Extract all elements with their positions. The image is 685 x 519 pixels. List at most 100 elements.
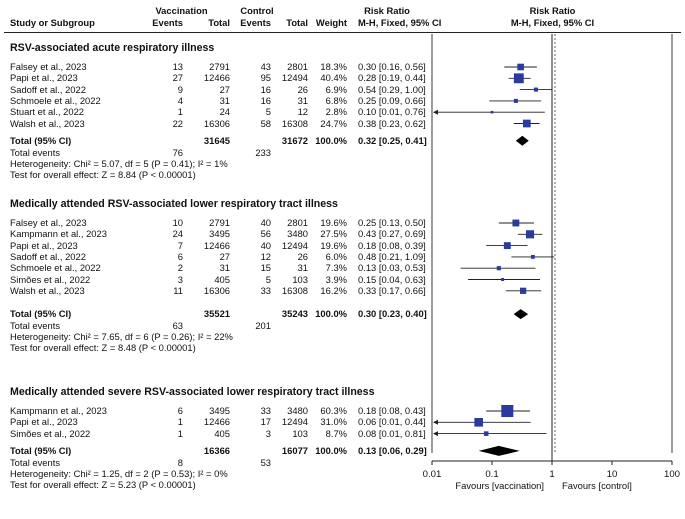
study-marker — [501, 404, 514, 418]
header-ctrl-events: Events — [240, 17, 271, 28]
vacc-events: 7 — [177, 239, 183, 251]
study-marker — [519, 287, 527, 294]
study-name: Falsey et al., 2023 — [10, 217, 87, 228]
study-name: Papi et al., 2023 — [10, 72, 78, 84]
vacc-total: 31 — [219, 94, 230, 106]
overall-effect: Test for overall effect: Z = 8.84 (P < 0… — [10, 168, 196, 180]
ctrl-total: 12 — [297, 106, 308, 118]
risk-ratio-ci: 0.28 [0.19, 0.44] — [358, 72, 426, 84]
vacc-events: 1 — [177, 416, 183, 428]
weight: 27.5% — [320, 228, 347, 240]
vacc-events: 1 — [177, 106, 183, 118]
study-marker — [512, 219, 520, 227]
total-weight: 100.0% — [315, 308, 347, 320]
vacc-events: 4 — [177, 94, 183, 106]
study-marker — [496, 266, 501, 271]
ctrl-total: 2801 — [287, 61, 308, 72]
risk-ratio-ci: 0.25 [0.09, 0.66] — [358, 94, 426, 106]
weight: 40.4% — [320, 72, 347, 84]
study-name: Schmoele et al., 2022 — [10, 262, 101, 274]
total-ci: 0.13 [0.06, 0.29] — [358, 444, 427, 456]
vacc-total: 31 — [219, 262, 230, 274]
weight: 31.0% — [320, 416, 347, 428]
risk-ratio-ci: 0.06 [0.01, 0.44] — [358, 416, 426, 428]
vacc-total: 2791 — [209, 217, 230, 228]
study-name: Papi et al., 2023 — [10, 416, 78, 428]
study-marker — [513, 98, 518, 103]
weight: 2.8% — [325, 106, 347, 118]
overall-effect: Test for overall effect: Z = 5.23 (P < 0… — [10, 478, 196, 490]
total-events-vacc: 63 — [172, 320, 183, 332]
study-name: Sadoff et al., 2022 — [10, 83, 86, 95]
total-ctrl: 35243 — [281, 308, 308, 320]
weight: 7.3% — [325, 262, 347, 274]
ctrl-total: 16308 — [281, 284, 308, 296]
ctrl-total: 3480 — [287, 228, 308, 240]
ctrl-events: 16 — [260, 94, 271, 106]
header-rule — [4, 32, 681, 33]
risk-ratio-ci: 0.54 [0.29, 1.00] — [358, 83, 426, 95]
risk-ratio-ci: 0.33 [0.17, 0.66] — [358, 284, 426, 296]
total-events-label: Total events — [10, 146, 61, 158]
subgroup-title: Medically attended severe RSV-associated… — [10, 386, 375, 398]
header-vacc-events: Events — [152, 17, 183, 28]
weight: 3.9% — [325, 273, 347, 285]
total-ctrl: 16077 — [281, 444, 308, 456]
weight: 6.0% — [325, 250, 347, 262]
risk-ratio-ci: 0.13 [0.03, 0.53] — [358, 262, 426, 274]
header-rr-method: M-H, Fixed, 95% CI — [358, 17, 442, 28]
weight: 60.3% — [320, 405, 347, 416]
risk-ratio-ci: 0.25 [0.13, 0.50] — [358, 217, 426, 228]
ci-arrow — [433, 431, 438, 437]
total-vacc: 31645 — [203, 134, 230, 146]
vacc-total: 3495 — [209, 228, 230, 240]
risk-ratio-ci: 0.15 [0.04, 0.63] — [358, 273, 426, 285]
risk-ratio-ci: 0.08 [0.01, 0.81] — [358, 427, 426, 439]
header-vaccination: Vaccination — [155, 5, 208, 16]
risk-ratio-ci: 0.10 [0.01, 0.76] — [358, 106, 426, 118]
vacc-total: 12466 — [203, 72, 230, 84]
x-tick-label: 10 — [607, 469, 618, 480]
ctrl-events: 5 — [265, 106, 271, 118]
favours-vaccination: Favours [vaccination] — [455, 480, 544, 491]
total-ctrl: 31672 — [281, 134, 308, 146]
heterogeneity: Heterogeneity: Chi² = 1.25, df = 2 (P = … — [10, 467, 228, 479]
vacc-total: 2791 — [209, 61, 230, 72]
header-rr-title: Risk Ratio — [364, 5, 410, 16]
header-ctrl-total: Total — [286, 17, 308, 28]
ctrl-total: 12494 — [281, 239, 308, 251]
study-name: Stuart et al., 2022 — [10, 106, 85, 118]
total-label: Total (95% CI) — [10, 444, 72, 456]
study-marker — [503, 242, 511, 250]
weight: 6.8% — [325, 94, 347, 106]
summary-diamond — [478, 445, 520, 456]
weight: 19.6% — [320, 217, 347, 228]
ctrl-events: 16 — [260, 83, 271, 95]
risk-ratio-ci: 0.18 [0.08, 0.43] — [358, 405, 426, 416]
ctrl-events: 58 — [260, 117, 271, 129]
study-marker — [517, 63, 524, 71]
study-name: Kampmann et al., 2023 — [10, 405, 107, 416]
study-marker — [533, 87, 538, 92]
ci-arrow — [433, 419, 438, 425]
vacc-total: 24 — [219, 106, 230, 118]
risk-ratio-ci: 0.18 [0.08, 0.39] — [358, 239, 426, 251]
total-vacc: 35521 — [203, 308, 230, 320]
vacc-events: 10 — [172, 217, 183, 228]
study-name: Simões et al., 2022 — [10, 273, 91, 285]
total-events-ctrl: 233 — [255, 146, 271, 158]
weight: 24.7% — [320, 117, 347, 129]
heterogeneity: Heterogeneity: Chi² = 5.07, df = 5 (P = … — [10, 157, 228, 169]
total-events-vacc: 8 — [177, 456, 183, 468]
header-weight: Weight — [315, 17, 347, 28]
vacc-events: 27 — [172, 72, 183, 84]
weight: 6.9% — [325, 83, 347, 95]
ctrl-total: 2801 — [287, 217, 308, 228]
vacc-total: 12466 — [203, 416, 230, 428]
vacc-events: 3 — [177, 273, 183, 285]
total-events-vacc: 76 — [172, 146, 183, 158]
weight: 16.2% — [320, 284, 347, 296]
ctrl-total: 31 — [297, 94, 308, 106]
vacc-events: 24 — [172, 228, 183, 240]
